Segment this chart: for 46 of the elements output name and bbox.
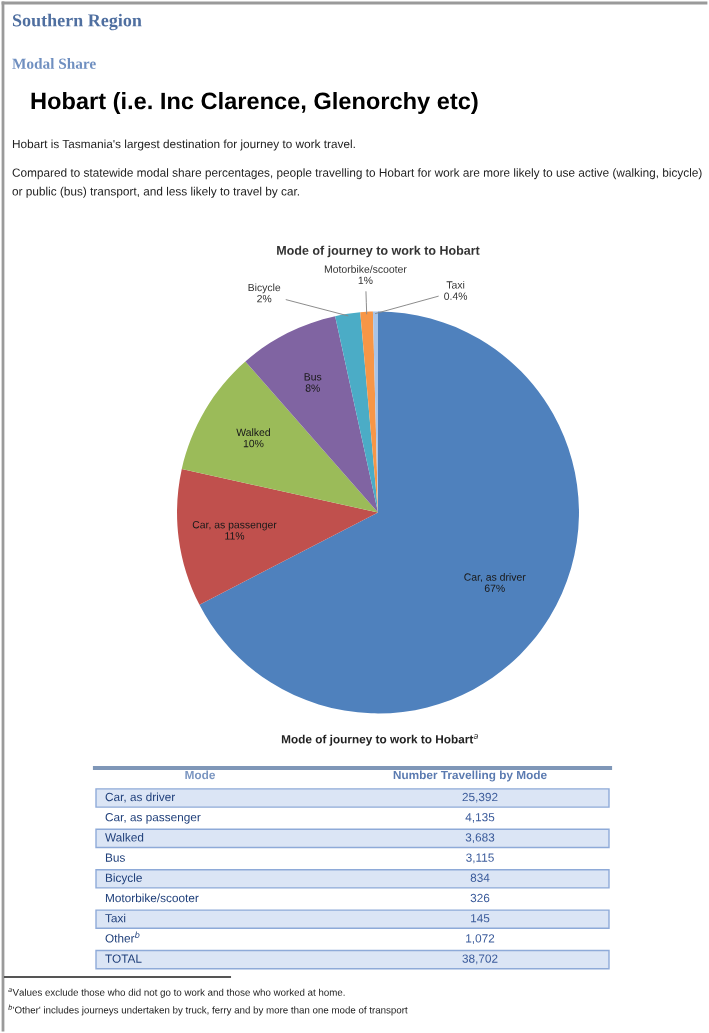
- chart-title: Mode of journey to work to Hobart: [277, 245, 480, 258]
- pie-slice: [181, 361, 378, 513]
- text: Compared to statewide modal share percentages, people travelling to Hobart for work are more likely to use active (walking, bicycle) or public (bus) transport, and less likely to travel by car.: [12, 168, 702, 198]
- text: Southern Region: [12, 13, 142, 31]
- data-label: 11%: [225, 532, 245, 540]
- text: 3,683: [465, 833, 495, 843]
- text: 38,702: [462, 954, 498, 965]
- text: 1,072: [466, 934, 495, 944]
- slice-label: Bus: [304, 373, 322, 381]
- text: Car, as driver: [105, 792, 176, 803]
- text: Walked: [105, 832, 144, 842]
- text: Hobart (i.e. Inc Clarence, Glenorchy etc): [31, 92, 478, 114]
- text: 834: [470, 873, 490, 882]
- data-label: 67%: [484, 584, 505, 592]
- slice-label: Motorbike/scooter: [324, 265, 407, 273]
- text: 145: [471, 914, 490, 923]
- slice-label: Taxi: [446, 280, 465, 289]
- slice-label: Walked: [236, 428, 270, 437]
- text: 3,115: [466, 853, 494, 864]
- text: $^{b}$'Other' includes journeys undertaken by truck, ferry and by more than one mode of transport: [8, 1004, 408, 1016]
- text: Car, as passenger: [105, 813, 201, 824]
- text: Bus: [105, 853, 125, 862]
- text: Taxi: [105, 913, 126, 923]
- pie-slice: [335, 312, 378, 513]
- slice-label: Bicycle: [248, 283, 281, 294]
- pie-slice: [177, 469, 378, 605]
- text: 4,135: [465, 813, 495, 823]
- text: $^{a}$Values exclude those who did not go to work and those who worked at home.: [8, 988, 345, 998]
- text: Number Travelling by Mode: [393, 770, 547, 782]
- data-label: 8%: [305, 384, 320, 392]
- slice-label: Car, as driver: [464, 573, 526, 582]
- text: 326: [470, 893, 490, 903]
- text: 25,392: [462, 792, 498, 803]
- text: TOTAL: [105, 954, 142, 963]
- text: Other$^{b}$: [105, 931, 140, 943]
- data-label: 10%: [243, 439, 264, 448]
- text: Hobart is Tasmania's largest destination for journey to work travel.: [12, 139, 355, 151]
- text: Motorbike/scooter: [105, 893, 199, 903]
- text: Modal Share: [12, 58, 96, 69]
- data-label: 0.4%: [444, 292, 468, 300]
- text: Mode: [185, 770, 216, 780]
- slice-label: Car, as passenger: [192, 521, 277, 531]
- data-label: 2%: [257, 294, 272, 303]
- text: Bicycle: [105, 873, 142, 885]
- data-label: 1%: [358, 276, 373, 285]
- text: Mode of journey to work to Hobart$^{a}$: [281, 734, 478, 746]
